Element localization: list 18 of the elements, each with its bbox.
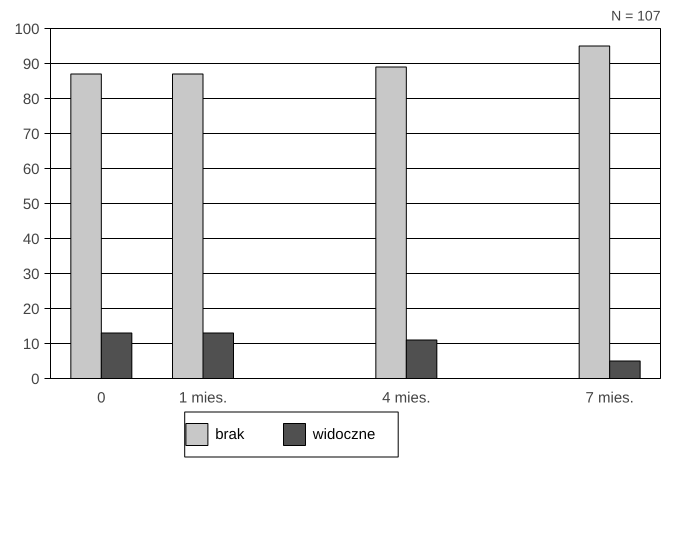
y-tick-label: 60 [22,161,40,178]
y-tick-label: 20 [22,301,40,318]
y-tick-label: 10 [22,336,40,353]
y-tick-label: 0 [31,371,40,388]
x-tick-label: 1 mies. [178,390,228,406]
y-tick-label: 70 [22,126,40,143]
legend-label: widoczne [312,426,376,443]
text: N = 107 [611,8,661,24]
y-tick-label: 50 [22,196,40,213]
x-tick-label: 7 mies. [585,390,634,406]
legend-label: brak [215,426,245,443]
x-tick-label: 4 mies. [382,390,431,406]
x-tick-label: 0 [97,390,106,406]
y-tick-label: 100 [14,21,40,38]
y-tick-label: 80 [22,91,40,108]
y-tick-label: 30 [22,266,40,283]
y-tick-label: 40 [22,231,40,248]
y-tick-label: 90 [22,56,40,73]
